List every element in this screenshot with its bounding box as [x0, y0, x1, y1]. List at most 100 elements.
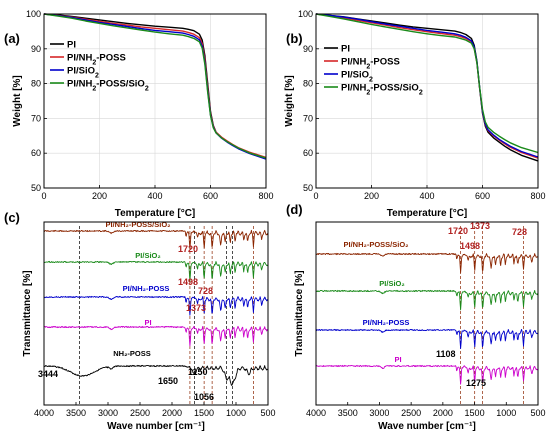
- legend-text-part: 2: [366, 63, 370, 70]
- x-tick-label: 3500: [66, 408, 86, 418]
- y-tick-label: 50: [31, 183, 41, 193]
- ftir-spectrum-4: [43, 364, 268, 386]
- legend-entry: PI: [67, 40, 76, 51]
- y-axis-label: Weight [%]: [12, 75, 23, 126]
- peak-annotation: 1108: [436, 349, 456, 359]
- legend-entry: PI/NH2-POSS/SiO2: [67, 79, 149, 93]
- x-tick-label: 2000: [433, 408, 453, 418]
- legend-text-part: 2: [369, 76, 373, 83]
- x-tick-label: 1000: [226, 408, 246, 418]
- ftir-panel-d: PI/NH₂-POSS/SiO₂ PI/SiO₂ PI/NH₂-POSS PI 4000…: [286, 202, 546, 432]
- x-tick-label: 4000: [34, 408, 54, 418]
- x-tick-label: 0: [41, 191, 46, 201]
- x-tick-label: 2500: [130, 408, 150, 418]
- legend-text-part: PI/NH: [341, 83, 366, 94]
- legend-text-part: -POSS/SiO: [370, 83, 419, 94]
- legend-entry: PI/NH2-POSS: [67, 53, 126, 67]
- y-tick-label: 70: [303, 113, 313, 123]
- y-tick-label: 80: [303, 79, 313, 89]
- x-axis-label: Wave number [cm⁻¹]: [378, 421, 476, 432]
- x-tick-label: 2000: [162, 408, 182, 418]
- spectrum-label: PI: [144, 318, 151, 327]
- panel-label: (d): [286, 202, 303, 217]
- x-tick-label: 2500: [401, 408, 421, 418]
- legend-text-part: -POSS: [96, 53, 126, 64]
- peak-annotation: 3444: [38, 369, 58, 379]
- tga-series-2: [315, 13, 539, 158]
- spectrum-label: PI/NH₂-POSS: [363, 318, 410, 327]
- tga-panel-a: 0 200 400 600 800 50 60 70 80 90 100 Temperature [°…: [4, 9, 274, 219]
- tga-series-3: [43, 13, 267, 159]
- spectrum-label: PI/NH₂-POSS: [123, 284, 170, 293]
- legend-text-part: 2: [92, 59, 96, 66]
- legend-text-part: 2: [95, 72, 99, 79]
- spectrum-label: PI: [394, 355, 401, 364]
- peak-annotation: 728: [198, 286, 213, 296]
- y-tick-label: 90: [31, 44, 41, 54]
- legend-text-part: PI: [67, 40, 76, 51]
- peak-annotation: 1373: [470, 221, 490, 231]
- x-axis-label: Temperature [°C]: [115, 208, 196, 219]
- y-axis-label: Transmittance [%]: [294, 270, 305, 356]
- y-tick-label: 70: [31, 113, 41, 123]
- ftir-spectrum-3: [43, 325, 269, 347]
- x-tick-label: 1500: [194, 408, 214, 418]
- x-axis-label: Temperature [°C]: [387, 208, 468, 219]
- y-tick-label: 100: [298, 9, 313, 19]
- x-tick-label: 400: [147, 191, 162, 201]
- spectrum-label: PI/NH₂-POSS/SiO₂: [343, 240, 408, 249]
- legend-text-part: 2: [419, 89, 423, 96]
- legend-text-part: 2: [145, 85, 149, 92]
- x-tick-label: 3000: [369, 408, 389, 418]
- ftir-spectrum-2: [315, 328, 539, 350]
- x-tick-label: 400: [419, 191, 434, 201]
- x-tick-label: 800: [258, 191, 273, 201]
- panel-label: (a): [4, 31, 20, 46]
- legend-text-part: 2: [366, 89, 370, 96]
- tga-series-0: [315, 13, 539, 162]
- x-tick-label: 0: [313, 191, 318, 201]
- peak-annotation: 1150: [188, 367, 208, 377]
- ftir-panel-c: PI/NH₂-POSS/SiO₂ PI/SiO₂ PI/NH₂-POSS PI NH₂-…: [4, 210, 276, 432]
- spectrum-label: PI/SiO₂: [379, 279, 404, 288]
- legend-entry: PI/SiO2: [341, 70, 373, 84]
- legend-text-part: -POSS/SiO: [96, 79, 145, 90]
- legend-text-part: PI/SiO: [341, 70, 369, 81]
- panel-label: (b): [286, 31, 303, 46]
- ftir-spectrum-1: [43, 260, 269, 282]
- legend-text-part: PI/NH: [67, 79, 92, 90]
- legend-entry: PI/SiO2: [67, 66, 99, 80]
- legend-text-part: PI/NH: [341, 57, 366, 68]
- ftir-spectrum-0: [315, 252, 539, 274]
- x-tick-label: 800: [530, 191, 545, 201]
- peak-annotation: 1720: [178, 244, 198, 254]
- x-tick-label: 200: [92, 191, 107, 201]
- legend-text-part: 2: [92, 85, 96, 92]
- x-tick-label: 4000: [306, 408, 326, 418]
- ftir-spectrum-0: [43, 229, 269, 250]
- y-tick-label: 50: [303, 183, 313, 193]
- legend-entry: PI/NH2-POSS/SiO2: [341, 83, 423, 97]
- spectrum-label: NH₂-POSS: [113, 349, 151, 358]
- x-tick-label: 500: [260, 408, 275, 418]
- x-tick-label: 1000: [496, 408, 516, 418]
- ftir-spectrum-1: [315, 289, 539, 311]
- x-tick-label: 600: [203, 191, 218, 201]
- ftir-spectrum-3: [315, 364, 539, 385]
- legend-entry: PI: [341, 44, 350, 55]
- spectrum-label: PI/NH₂-POSS/SiO₂: [105, 220, 170, 229]
- plot-frame: [43, 221, 269, 406]
- x-tick-label: 1500: [465, 408, 485, 418]
- legend-text-part: PI/NH: [67, 53, 92, 64]
- peak-annotation: 1720: [448, 226, 468, 236]
- peak-annotation: 728: [512, 227, 527, 237]
- peak-annotation: 1498: [178, 277, 198, 287]
- peak-annotation: 1650: [158, 376, 178, 386]
- y-tick-label: 100: [26, 9, 41, 19]
- x-axis-label: Wave number [cm⁻¹]: [107, 421, 205, 432]
- y-tick-label: 60: [303, 148, 313, 158]
- peak-annotation: 1498: [460, 241, 480, 251]
